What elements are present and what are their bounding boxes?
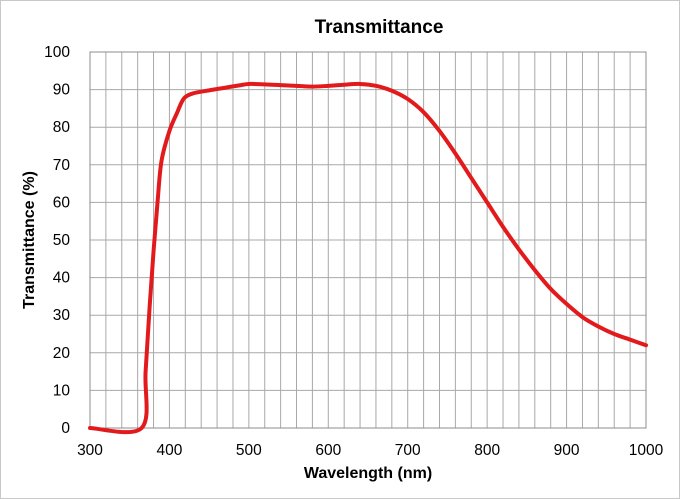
y-tick-label: 10 <box>53 382 71 399</box>
plot-area-border <box>89 51 647 429</box>
gridlines <box>90 52 646 428</box>
y-tick-label: 50 <box>53 232 71 249</box>
x-tick-label: 400 <box>156 442 182 459</box>
series-line-transmittance <box>88 81 648 435</box>
y-tick-label: 20 <box>53 345 71 362</box>
y-tick-label: 80 <box>53 119 71 136</box>
y-tick-label: 0 <box>61 420 70 437</box>
x-axis-title: Wavelength (nm) <box>304 465 432 482</box>
y-tick-label: 30 <box>53 307 71 324</box>
y-tick-label: 60 <box>53 194 71 211</box>
y-tick-label: 40 <box>53 270 71 287</box>
y-tick-label: 100 <box>44 44 70 61</box>
x-tick-label: 600 <box>315 442 341 459</box>
x-tick-label: 1000 <box>629 442 664 459</box>
y-tick-label: 90 <box>53 82 71 99</box>
x-tick-label: 300 <box>77 442 103 459</box>
x-axis-ticks: 300 400 500 600 700 800 900 1000 <box>77 442 664 459</box>
x-tick-label: 900 <box>554 442 580 459</box>
y-tick-label: 70 <box>53 157 71 174</box>
y-axis-ticks: 0 10 20 30 40 50 60 70 80 90 100 <box>44 44 70 437</box>
chart-title: Transmittance <box>315 17 444 38</box>
x-tick-label: 700 <box>395 442 421 459</box>
y-axis-title: Transmittance (%) <box>21 171 38 309</box>
x-tick-label: 500 <box>236 442 262 459</box>
x-tick-label: 800 <box>474 442 500 459</box>
